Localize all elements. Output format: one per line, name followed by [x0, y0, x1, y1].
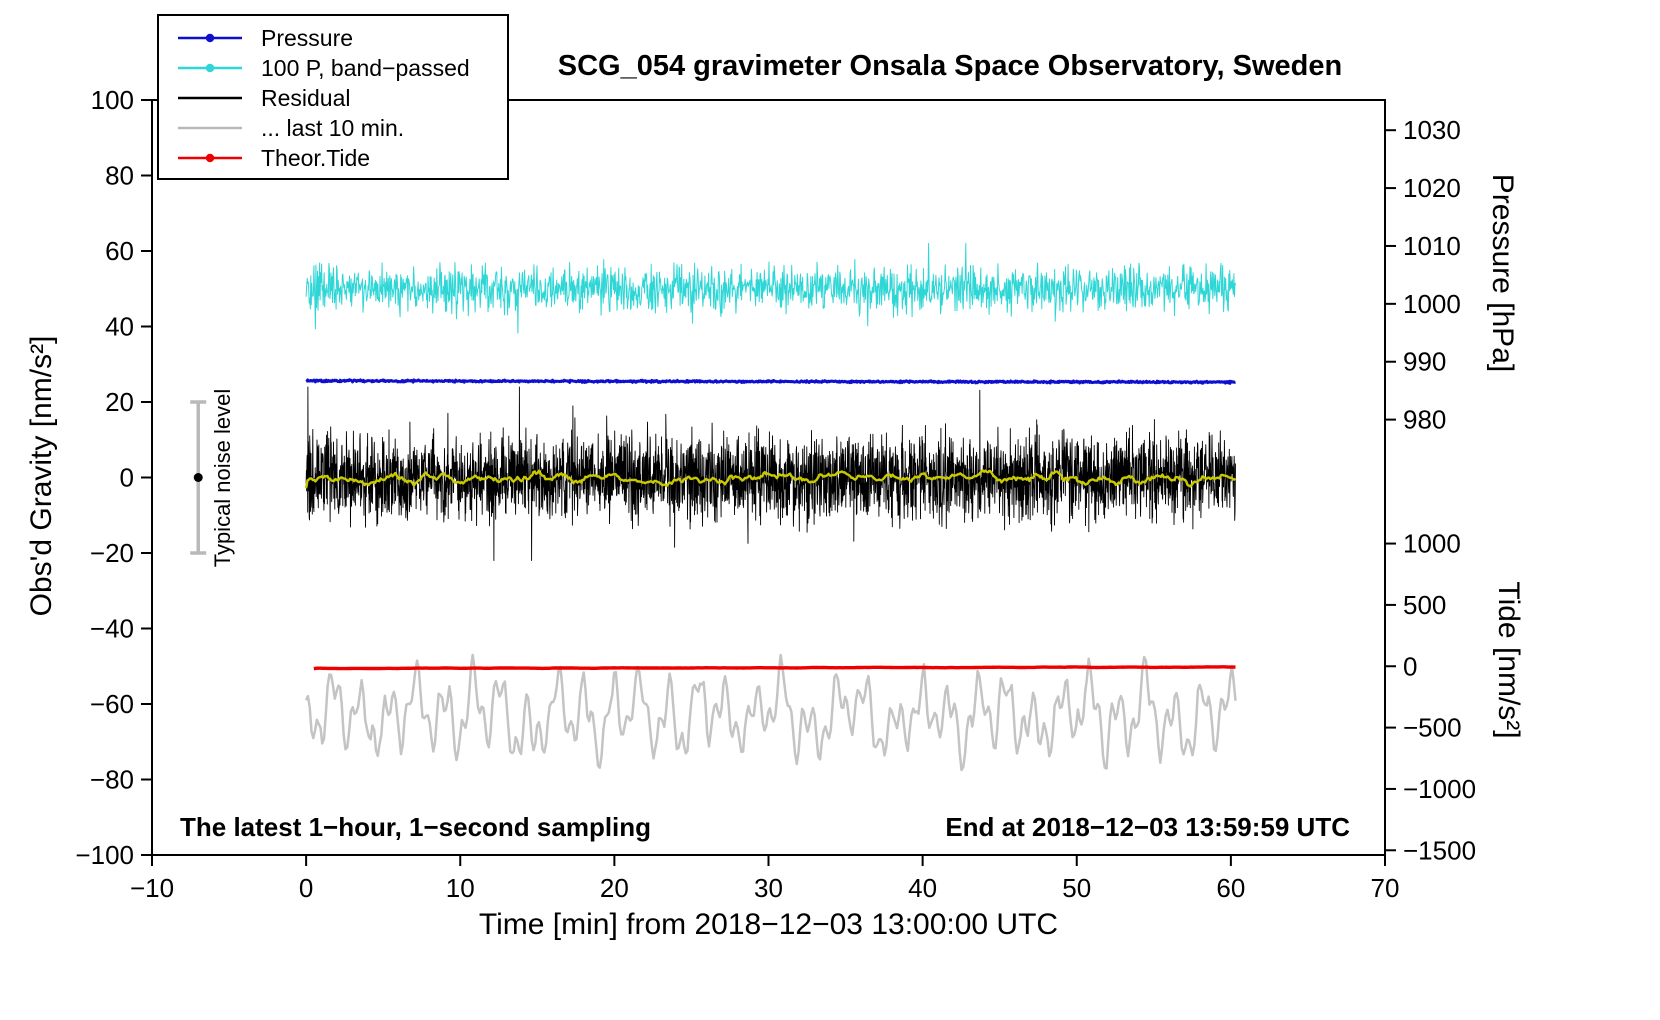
tide-tick-label: 1000 — [1403, 529, 1461, 559]
gravity-tick-label: −80 — [90, 765, 134, 795]
x-axis-label: Time [min] from 2018−12−03 13:00:00 UTC — [478, 908, 1059, 941]
x-tick-label: 0 — [299, 873, 313, 903]
gravity-axis-label: Obs'd Gravity [nm/s²] — [25, 335, 58, 617]
series-residual-last-10-min — [304, 653, 1237, 772]
gravity-tick-label: −60 — [90, 689, 134, 719]
gravity-tick-label: −40 — [90, 614, 134, 644]
series-pressure — [305, 378, 1237, 385]
legend-label: 100 P, band−passed — [261, 54, 470, 81]
legend-item-3: ... last 10 min. — [173, 114, 497, 142]
chart-title: SCG_054 gravimeter Onsala Space Observat… — [557, 50, 1343, 82]
noise-level-dot — [193, 473, 203, 482]
legend-marker-icon — [178, 96, 242, 100]
legend-label: Theor.Tide — [261, 144, 371, 171]
tide-tick-label: 0 — [1403, 651, 1417, 681]
legend-label: Pressure — [261, 24, 354, 51]
legend-marker-icon — [178, 153, 242, 163]
legend-marker-icon — [178, 63, 242, 73]
legend-marker-icon — [178, 126, 242, 130]
gravity-tick-label: 40 — [105, 312, 134, 342]
pressure-tick-label: 1030 — [1403, 115, 1461, 145]
gravity-tick-label: −100 — [75, 840, 134, 870]
x-tick-label: 50 — [1062, 873, 1091, 903]
legend-marker-icon — [178, 33, 242, 43]
series-theoretical-tide — [313, 665, 1236, 671]
series-residual-smoothed — [304, 469, 1237, 489]
x-tick-label: 10 — [446, 873, 475, 903]
x-tick-label: 20 — [600, 873, 629, 903]
x-tick-label: −10 — [130, 873, 174, 903]
gravity-tick-label: −20 — [90, 538, 134, 568]
pressure-tick-label: 1010 — [1403, 231, 1461, 261]
x-tick-label: 70 — [1371, 873, 1400, 903]
gravity-tick-label: 60 — [105, 236, 134, 266]
noise-level-label: Typical noise level — [210, 388, 235, 568]
gravity-tick-label: 100 — [91, 85, 134, 115]
pressure-tick-label: 1000 — [1403, 289, 1461, 319]
x-tick-label: 30 — [754, 873, 783, 903]
gravity-tick-label: 80 — [105, 161, 134, 191]
legend-label: ... last 10 min. — [261, 114, 405, 141]
noise-level-bar — [190, 400, 207, 555]
series-residual — [305, 386, 1236, 561]
pressure-axis-label: Pressure [hPa] — [1486, 173, 1519, 373]
tide-tick-label: −1500 — [1403, 835, 1476, 865]
legend-item-4: Theor.Tide — [173, 144, 497, 172]
series-pressure-bandpassed-x100 — [305, 242, 1236, 334]
pressure-tick-label: 1020 — [1403, 173, 1461, 203]
tide-axis-label: Tide [nm/s²] — [1492, 581, 1525, 739]
pressure-tick-label: 980 — [1403, 405, 1446, 435]
tide-tick-label: 500 — [1403, 590, 1446, 620]
legend-label: Residual — [261, 84, 351, 111]
tide-tick-label: −1000 — [1403, 774, 1476, 804]
pressure-tick-label: 990 — [1403, 347, 1446, 377]
gravity-tick-label: 0 — [120, 463, 134, 493]
x-tick-label: 40 — [908, 873, 937, 903]
sampling-note: The latest 1−hour, 1−second sampling — [180, 812, 652, 842]
legend-item-2: Residual — [173, 84, 497, 112]
legend: Pressure 100 P, band−passed Residual ... la… — [157, 14, 509, 180]
legend-item-0: Pressure — [173, 24, 497, 52]
end-time-note: End at 2018−12−03 13:59:59 UTC — [945, 812, 1350, 842]
x-tick-label: 60 — [1216, 873, 1245, 903]
tide-tick-label: −500 — [1403, 713, 1462, 743]
legend-item-1: 100 P, band−passed — [173, 54, 497, 82]
gravity-tick-label: 20 — [105, 387, 134, 417]
